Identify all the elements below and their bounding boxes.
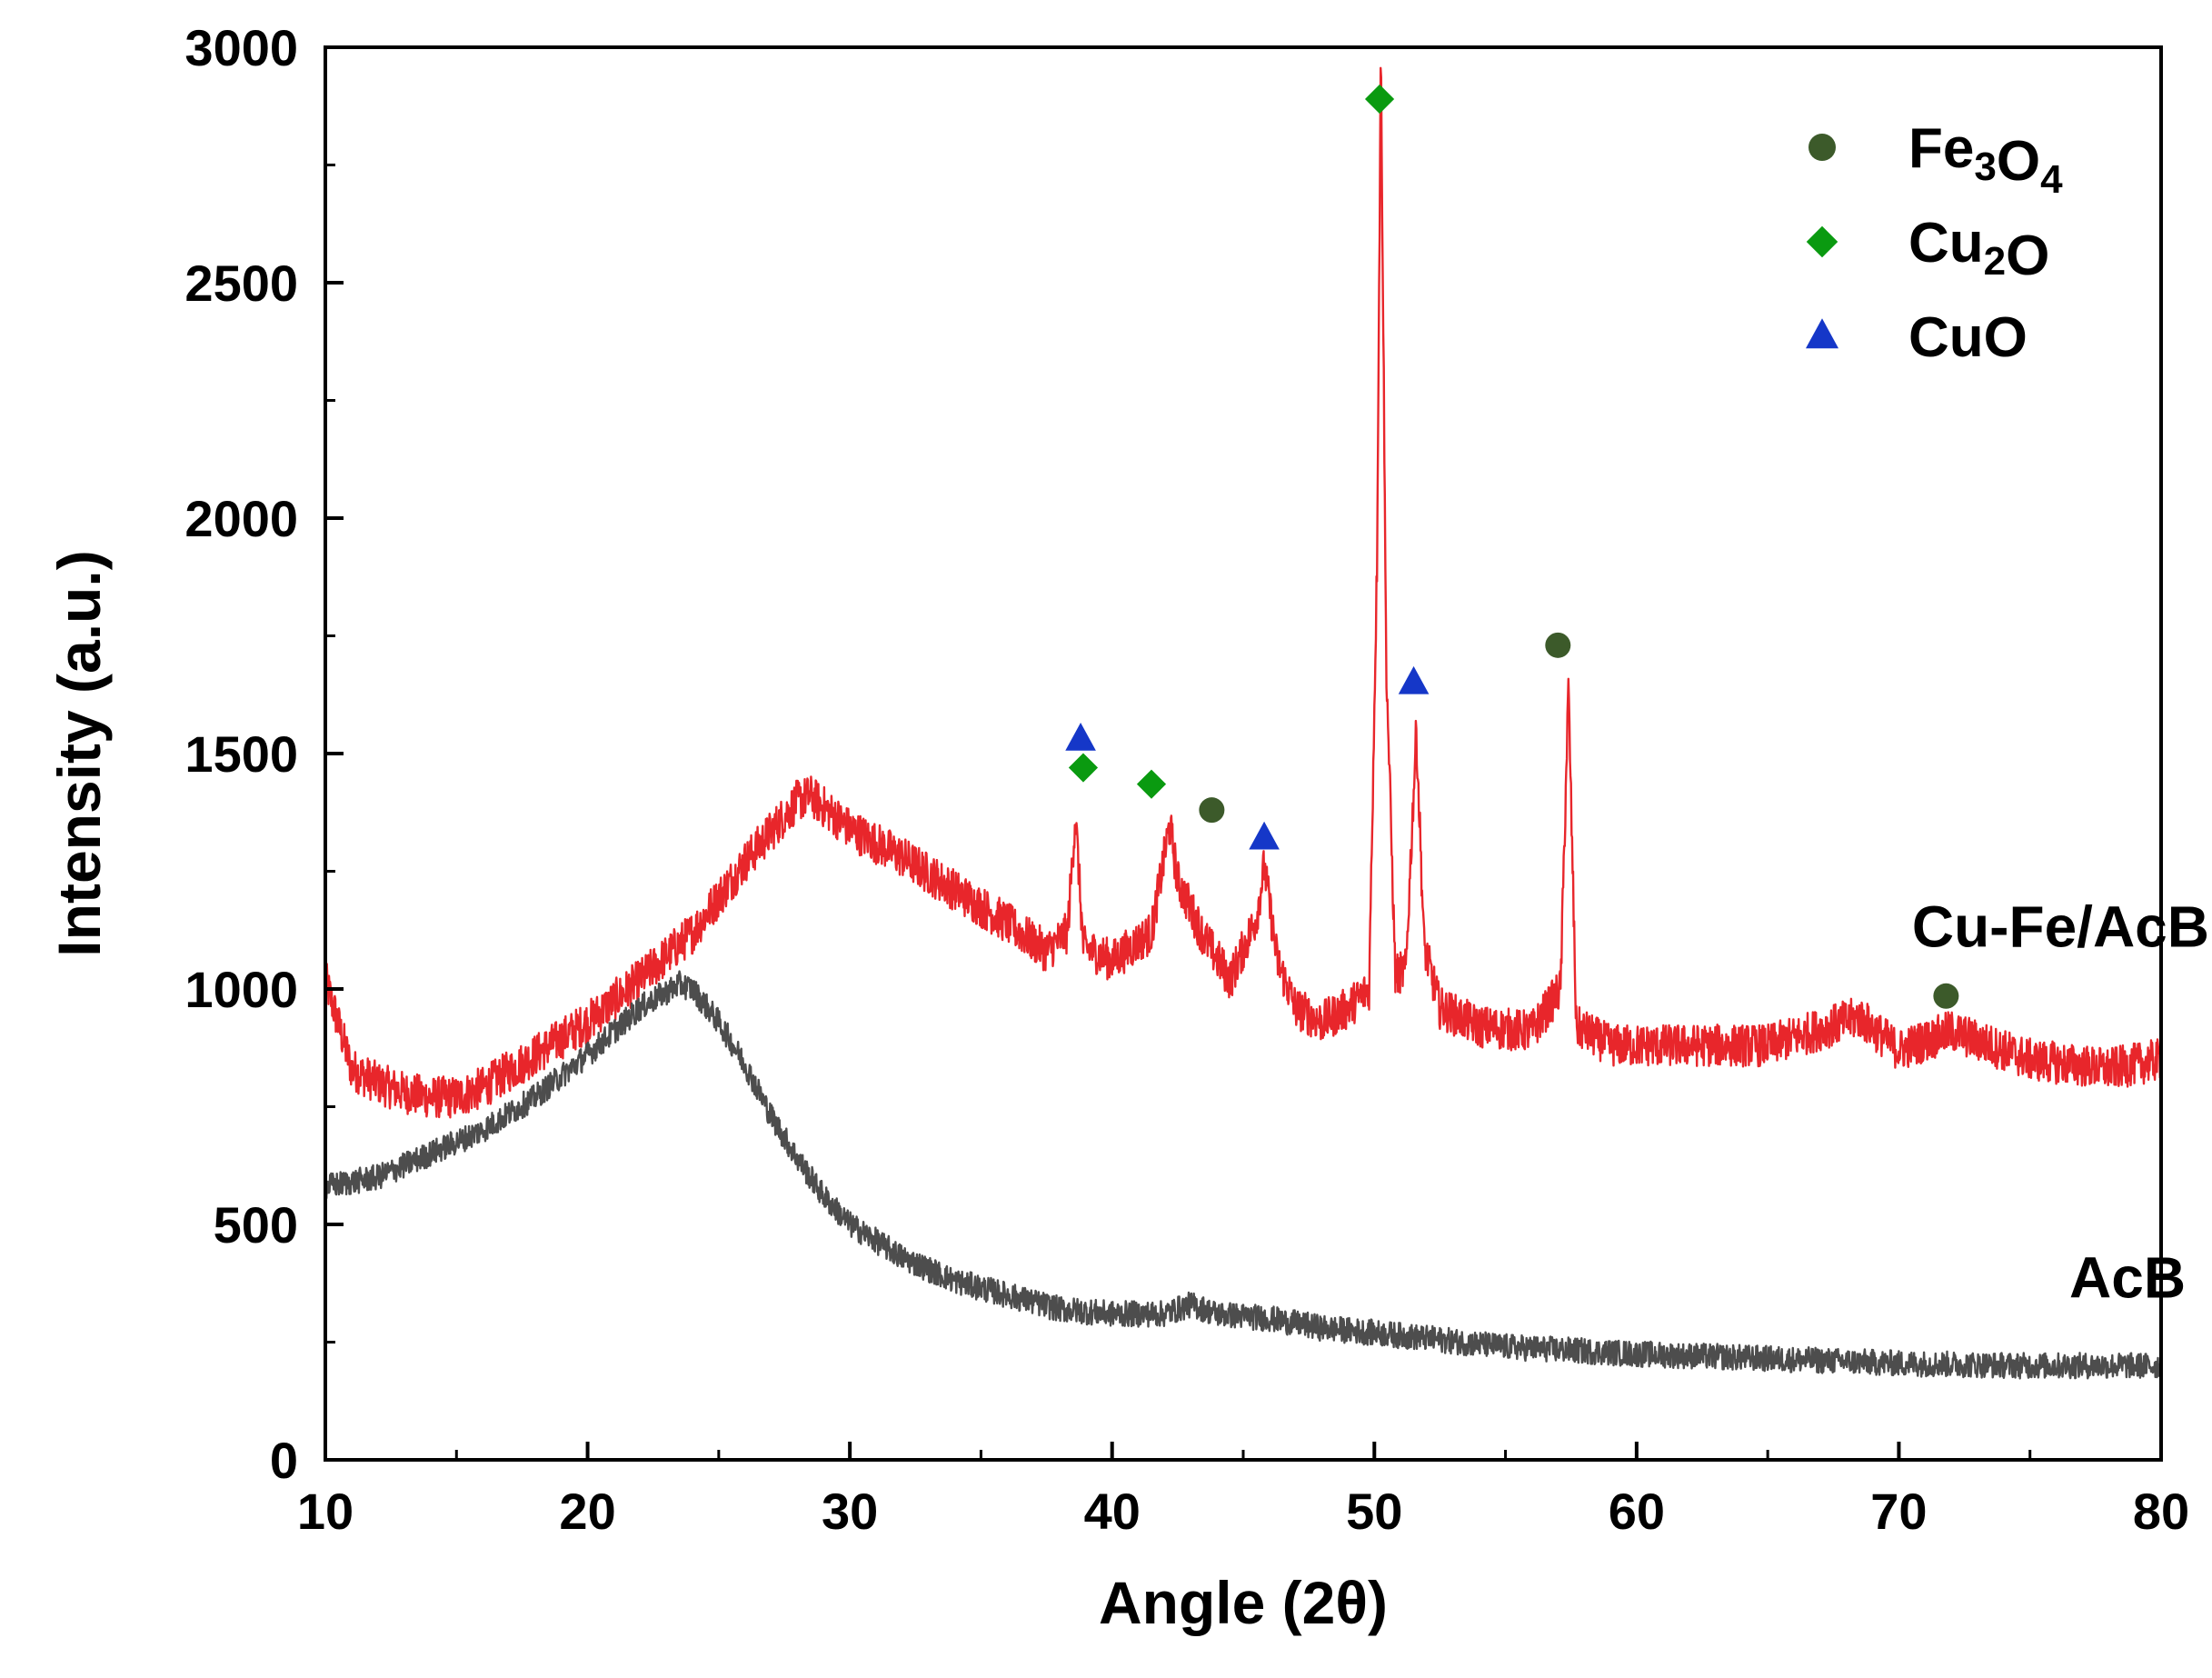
legend-subscript: 4 — [2040, 157, 2063, 202]
x-tick-label: 70 — [1870, 1483, 1927, 1540]
legend-entry-fe3o4: Fe3O4 — [1808, 117, 2063, 202]
y-tick-label: 2000 — [184, 490, 298, 547]
series-label-cu-fe-acb: Cu-Fe/AcB — [1912, 894, 2209, 959]
peak-marker-cuo-triangle — [1249, 821, 1280, 850]
series-layer — [324, 66, 2163, 1380]
x-tick-label: 10 — [297, 1483, 354, 1540]
series-line-acb — [324, 970, 2163, 1380]
x-axis-title: Angle (2θ) — [1099, 1569, 1388, 1636]
legend-subscript: 3 — [1974, 145, 1996, 189]
legend-text-part: Cu — [1908, 212, 1984, 275]
legend-label: CuO — [1908, 306, 2028, 369]
peak-marker-cu2o-diamond — [1364, 84, 1395, 115]
peak-marker-fe3o4-circle — [1545, 632, 1571, 658]
legend-label: Fe3O4 — [1908, 117, 2063, 202]
x-tick-label: 20 — [559, 1483, 615, 1540]
peak-marker-cu2o-diamond — [1136, 769, 1167, 799]
series-label-layer: Cu-Fe/AcB AcB — [1912, 894, 2209, 1310]
legend-subscript: 2 — [1984, 239, 2006, 284]
x-tick-label: 50 — [1346, 1483, 1402, 1540]
y-tick-label: 0 — [270, 1432, 298, 1489]
x-tick-label: 60 — [1609, 1483, 1665, 1540]
peak-marker-cuo-triangle — [1065, 722, 1096, 751]
annotation-layer — [1065, 84, 1959, 1009]
y-tick-label: 1500 — [184, 725, 298, 783]
legend-label: Cu2O — [1908, 212, 2049, 287]
peak-marker-fe3o4-circle — [1933, 983, 1959, 1009]
legend-entry-cuo: CuO — [1806, 306, 2028, 369]
y-tick-label: 500 — [214, 1196, 298, 1254]
peak-marker-fe3o4-circle — [1199, 797, 1225, 824]
x-tick-label: 40 — [1084, 1483, 1141, 1540]
x-tick-label: 80 — [2133, 1483, 2189, 1540]
legend-entry-cu2o: Cu2O — [1806, 212, 2049, 287]
legend-text-part: CuO — [1908, 306, 2028, 369]
y-tick-label: 3000 — [184, 19, 298, 76]
series-line-cu-fe-acb — [324, 66, 2163, 1119]
y-tick-label: 2500 — [184, 255, 298, 312]
x-tick-label: 30 — [822, 1483, 878, 1540]
legend-text-part: O — [1997, 130, 2040, 193]
series-label-acb: AcB — [2069, 1244, 2186, 1310]
legend-marker-triangle — [1806, 318, 1838, 349]
legend-marker-circle — [1808, 134, 1836, 161]
peak-marker-cuo-triangle — [1398, 665, 1430, 694]
y-tick-label: 1000 — [184, 961, 298, 1018]
legend-marker-diamond — [1806, 225, 1838, 258]
axis-layer: 10 20 30 40 50 60 70 80 0 500 1000 1500 2000 2500 3000 — [184, 19, 2189, 1540]
peak-marker-cu2o-diamond — [1068, 753, 1099, 783]
y-axis-title: Intensity (a.u.) — [45, 550, 113, 956]
legend-text-part: O — [2006, 225, 2049, 287]
legend-text-part: Fe — [1908, 117, 1974, 180]
